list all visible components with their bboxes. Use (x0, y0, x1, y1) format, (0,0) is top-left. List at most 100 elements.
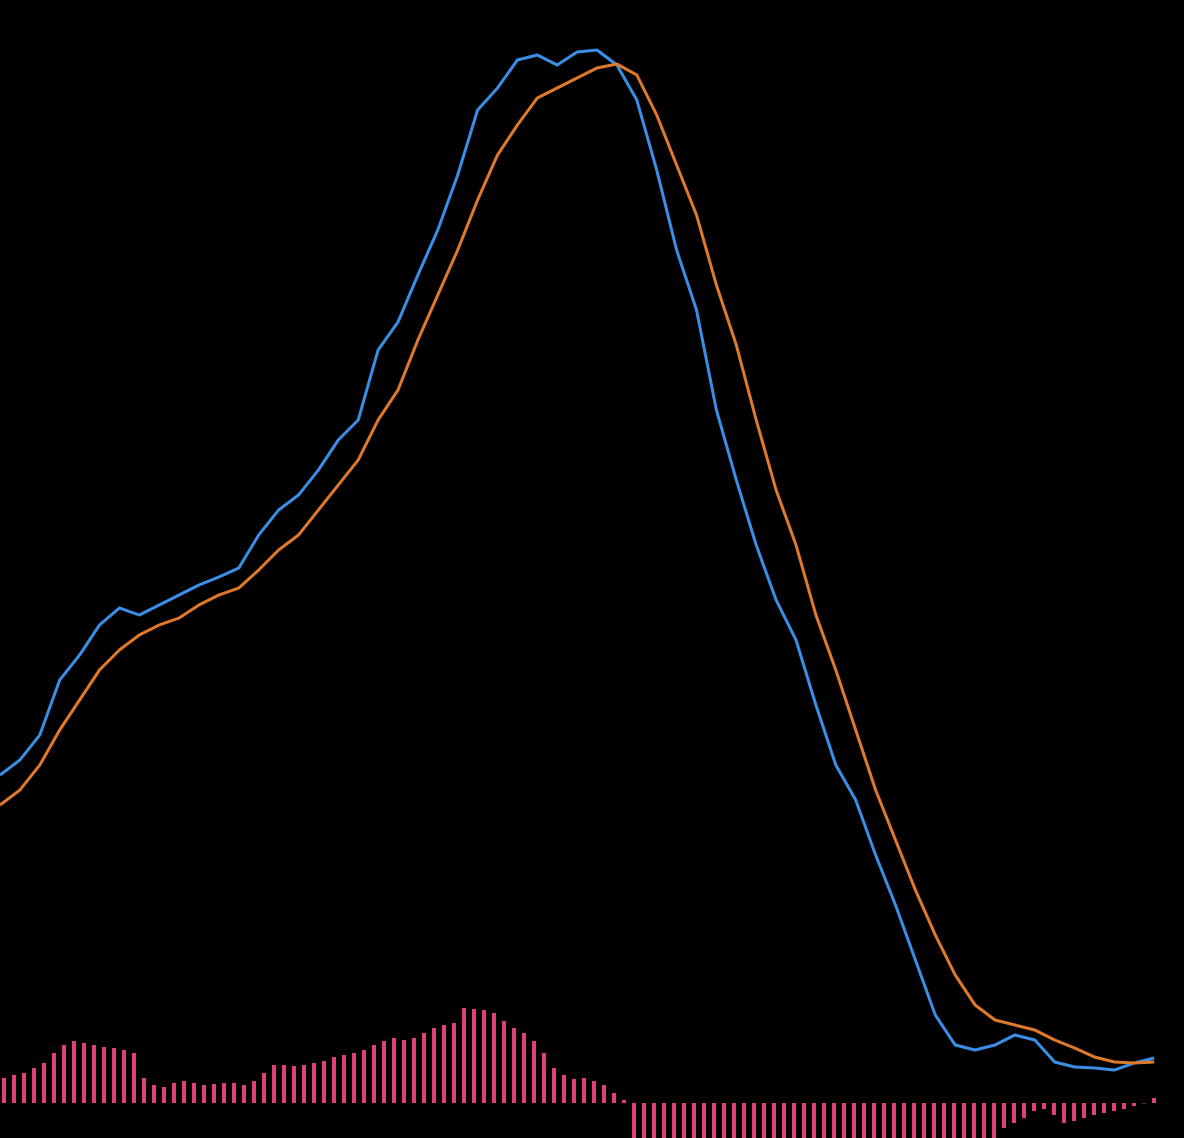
histogram-bar (62, 1045, 66, 1103)
line-series (0, 62, 1155, 1065)
histogram-bar (682, 1103, 686, 1138)
histogram-bar (122, 1050, 126, 1103)
histogram-bar (842, 1103, 846, 1138)
histogram-bar (892, 1103, 896, 1138)
histogram-bar (232, 1083, 236, 1103)
histogram-bar (102, 1047, 106, 1103)
histogram-bar (2, 1078, 6, 1103)
histogram-bar (1062, 1103, 1066, 1123)
histogram-bar (762, 1103, 766, 1138)
histogram-bar (342, 1055, 346, 1103)
histogram-bar (732, 1103, 736, 1138)
histogram-bar (352, 1053, 356, 1103)
histogram-bar (702, 1103, 706, 1138)
histogram-bar (1052, 1103, 1056, 1115)
histogram-bar (1012, 1103, 1016, 1123)
histogram-bar (1112, 1103, 1116, 1111)
histogram-bar (622, 1100, 626, 1103)
histogram-bar (1002, 1103, 1006, 1128)
histogram-bar (92, 1045, 96, 1103)
line-series (0, 48, 1155, 1072)
histogram-bar (962, 1103, 966, 1138)
histogram-bar (182, 1081, 186, 1103)
histogram-bar (202, 1085, 206, 1103)
histogram-bar (1152, 1098, 1156, 1103)
histogram-bar (132, 1053, 136, 1103)
histogram-bar (552, 1068, 556, 1103)
histogram-bar (382, 1041, 386, 1103)
histogram-bar (822, 1103, 826, 1138)
histogram-bar (582, 1078, 586, 1103)
histogram-bar (332, 1057, 336, 1103)
histogram-bar (782, 1103, 786, 1138)
histogram-bar (292, 1066, 296, 1103)
histogram-bar (42, 1063, 46, 1103)
histogram-bar (112, 1048, 116, 1103)
histogram-bar (802, 1103, 806, 1138)
histogram-bar (452, 1023, 456, 1103)
histogram-bar (902, 1103, 906, 1138)
histogram-bar (562, 1075, 566, 1103)
histogram-bar (662, 1103, 666, 1138)
histogram-bar (82, 1043, 86, 1103)
histogram-bar (512, 1028, 516, 1103)
histogram-bar (372, 1045, 376, 1103)
histogram-bar (522, 1033, 526, 1103)
histogram-bar (632, 1103, 636, 1138)
histogram-bar (602, 1085, 606, 1103)
histogram-bar (302, 1065, 306, 1103)
histogram-bar (72, 1041, 76, 1103)
histogram-bar (982, 1103, 986, 1138)
histogram-bar (402, 1040, 406, 1103)
histogram-bar (422, 1033, 426, 1103)
histogram-bar (242, 1085, 246, 1103)
histogram-bar (642, 1103, 646, 1138)
histogram-bar (542, 1053, 546, 1103)
histogram-bar (572, 1079, 576, 1103)
histogram-bar (1102, 1103, 1106, 1113)
histogram-bar (262, 1073, 266, 1103)
histogram-bar (672, 1103, 676, 1138)
histogram-bar (752, 1103, 756, 1138)
histogram-bar (832, 1103, 836, 1138)
histogram-bar (742, 1103, 746, 1138)
histogram-bar (272, 1065, 276, 1103)
histogram-bar (912, 1103, 916, 1138)
histogram-bar (792, 1103, 796, 1138)
histogram-bar (972, 1103, 976, 1138)
histogram-bar (192, 1083, 196, 1103)
histogram-bar (442, 1025, 446, 1103)
histogram-bar (1092, 1103, 1096, 1115)
histogram-bar (472, 1009, 476, 1103)
histogram-bar (22, 1073, 26, 1103)
histogram-bar (1032, 1103, 1036, 1111)
histogram-bar (872, 1103, 876, 1138)
histogram-bar (322, 1061, 326, 1103)
histogram-bar (152, 1085, 156, 1103)
histogram-bar (142, 1078, 146, 1103)
histogram-bar (222, 1083, 226, 1103)
histogram-bar (212, 1084, 216, 1103)
histogram-bar (992, 1103, 996, 1138)
histogram-bar (52, 1053, 56, 1103)
histogram-bar (1142, 1103, 1146, 1104)
histogram-bar (862, 1103, 866, 1138)
histogram-bar (922, 1103, 926, 1138)
histogram-bar (1132, 1103, 1136, 1106)
histogram-bar (772, 1103, 776, 1138)
histogram-bar (462, 1008, 466, 1103)
histogram-bar (12, 1075, 16, 1103)
histogram-bar (932, 1103, 936, 1138)
histogram-bar (432, 1028, 436, 1103)
histogram-bar (1082, 1103, 1086, 1118)
histogram-bar (32, 1068, 36, 1103)
histogram-bar (952, 1103, 956, 1138)
histogram-bar (252, 1081, 256, 1103)
histogram-bar (392, 1038, 396, 1103)
histogram-bar (652, 1103, 656, 1138)
histogram-bar (722, 1103, 726, 1138)
histogram-bar (1022, 1103, 1026, 1118)
histogram-bar (852, 1103, 856, 1138)
